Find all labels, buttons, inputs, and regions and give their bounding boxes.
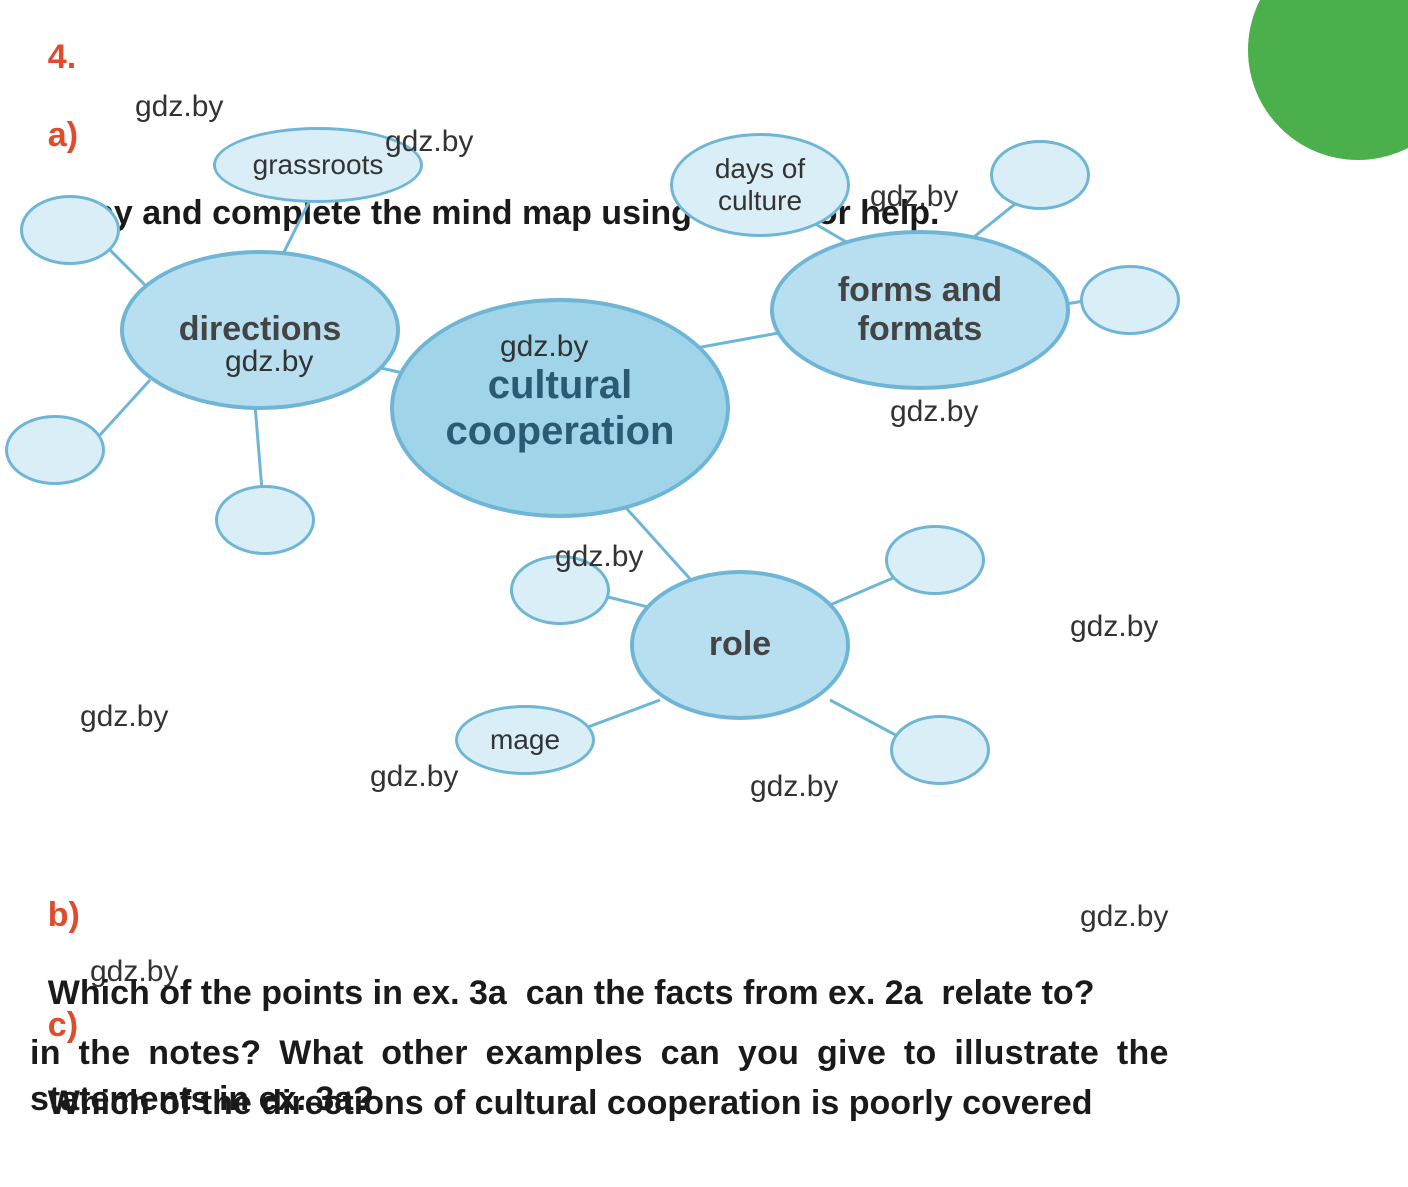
part-c-text-3: statements in ex. 3a?	[30, 1080, 374, 1119]
leaf-days-of-culture-label: days of culture	[715, 153, 805, 217]
leaf-forms-empty-2	[1080, 265, 1180, 335]
watermark: gdz.by	[370, 760, 458, 794]
watermark: gdz.by	[890, 395, 978, 429]
watermark: gdz.by	[500, 330, 588, 364]
watermark: gdz.by	[80, 700, 168, 734]
leaf-dir-empty-2	[5, 415, 105, 485]
cluster-role: role	[630, 570, 850, 720]
cluster-role-label: role	[709, 625, 771, 664]
page-container: 4. a) Copy and complete the mind map usi…	[0, 0, 1408, 1187]
watermark: gdz.by	[870, 180, 958, 214]
leaf-dir-empty-3	[215, 485, 315, 555]
leaf-role-empty-3	[890, 715, 990, 785]
leaf-days-of-culture: days of culture	[670, 133, 850, 237]
watermark: gdz.by	[555, 540, 643, 574]
leaf-mage-label: mage	[490, 724, 560, 756]
leaf-dir-empty-1	[20, 195, 120, 265]
watermark: gdz.by	[225, 345, 313, 379]
cluster-directions: directions	[120, 250, 400, 410]
leaf-mage: mage	[455, 705, 595, 775]
leaf-forms-empty-1	[990, 140, 1090, 210]
leaf-grassroots-label: grassroots	[253, 149, 384, 181]
part-a-label: a)	[48, 116, 78, 154]
corner-decoration	[1248, 0, 1408, 160]
part-c-text-2: in the notes? What other examples can yo…	[30, 1034, 1169, 1073]
watermark: gdz.by	[1070, 610, 1158, 644]
cluster-forms: forms and formats	[770, 230, 1070, 390]
watermark: gdz.by	[750, 770, 838, 804]
cluster-directions-label: directions	[179, 310, 341, 349]
exercise-number: 4.	[48, 38, 76, 76]
center-bubble-label: cultural cooperation	[446, 362, 675, 454]
cluster-forms-label: forms and formats	[838, 271, 1002, 349]
part-b-label: b)	[48, 896, 80, 934]
watermark: gdz.by	[135, 90, 223, 124]
watermark: gdz.by	[385, 125, 473, 159]
leaf-role-empty-2	[885, 525, 985, 595]
